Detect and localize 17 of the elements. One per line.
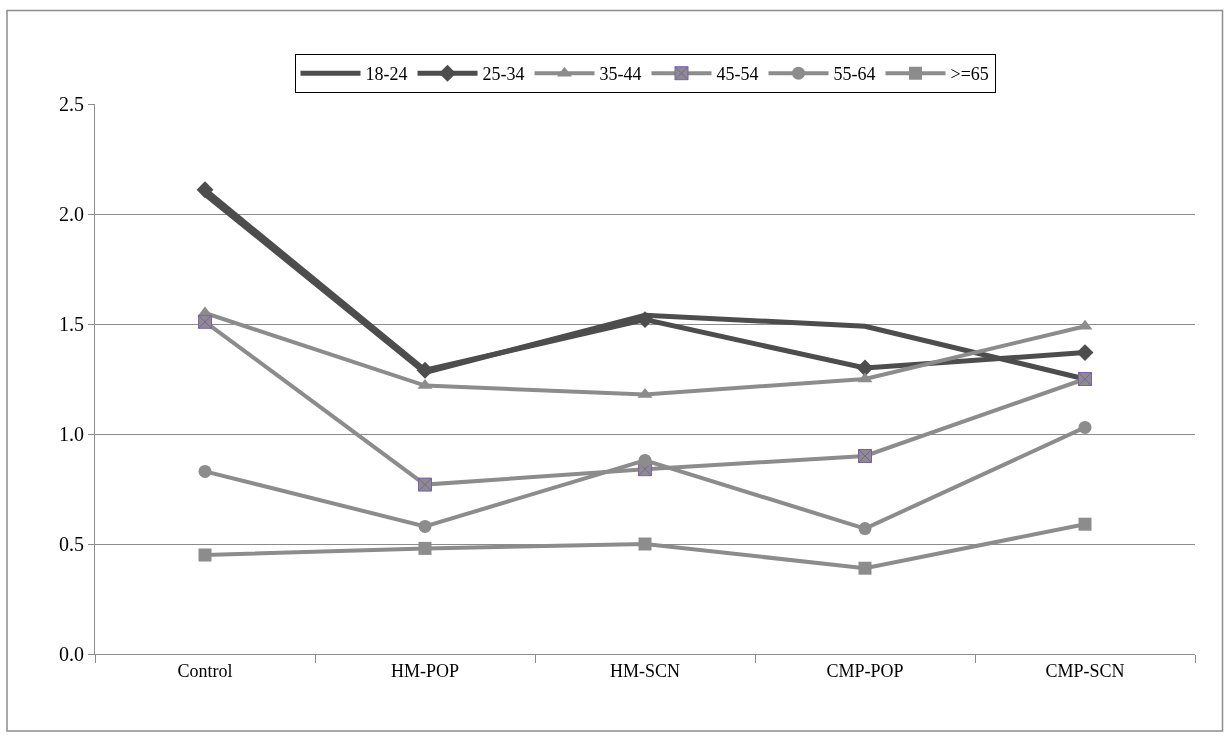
y-tick-label: 2.0 <box>59 203 84 225</box>
x-tick-label: Control <box>177 660 233 681</box>
legend-label: 45-54 <box>716 64 759 85</box>
y-tick-label: 1.0 <box>59 423 84 445</box>
legend-label: 25-34 <box>482 64 525 85</box>
y-tick-label: 0.5 <box>59 533 84 555</box>
x-tick-label: CMP-SCN <box>1045 660 1125 681</box>
y-tick-label: 0.0 <box>59 643 84 665</box>
y-tick-label: 2.5 <box>59 93 84 115</box>
x-tick-label: HM-SCN <box>609 660 681 681</box>
legend-label: >=65 <box>950 64 989 85</box>
x-tick-label: CMP-POP <box>826 660 904 681</box>
legend-label: 35-44 <box>599 64 642 85</box>
legend-label: 18-24 <box>365 64 408 85</box>
y-tick-label: 1.5 <box>59 313 84 335</box>
x-tick-label: HM-POP <box>390 660 460 681</box>
legend-label: 55-64 <box>833 64 876 85</box>
